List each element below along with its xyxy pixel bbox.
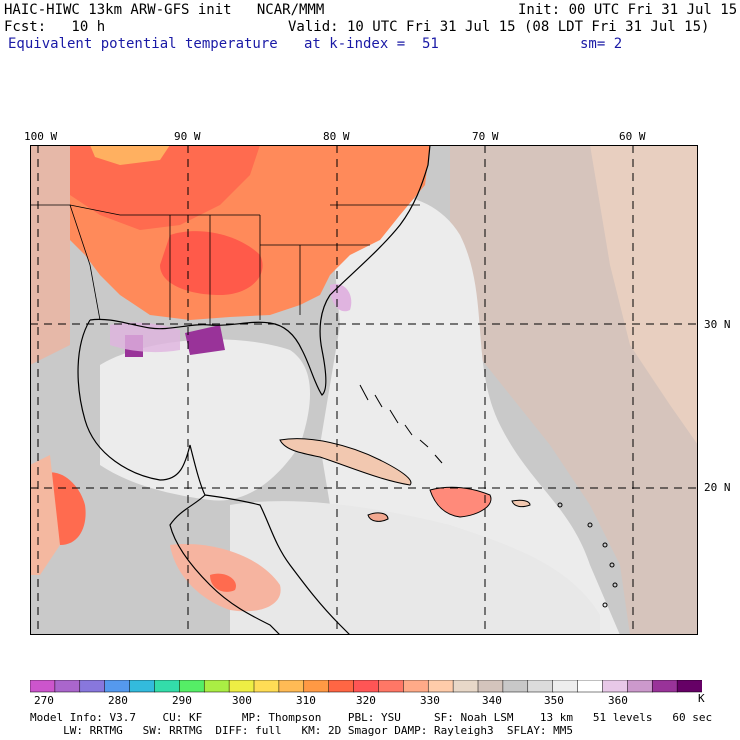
colorbar-swatch — [30, 680, 56, 693]
valid-time: Valid: 10 UTC Fri 31 Jul 15 (08 LDT Fri … — [288, 19, 710, 35]
model-title: HAIC-HIWC 13km ARW-GFS init NCAR/MMM — [4, 2, 325, 18]
lon-label-90w: 90 W — [174, 130, 201, 143]
colorbar-swatch — [228, 680, 255, 693]
colorbar-swatch — [179, 680, 205, 693]
field-name: Equivalent potential temperature — [8, 36, 278, 52]
colorbar-swatch — [502, 680, 529, 693]
jamaica-outline — [367, 512, 389, 522]
colorbar-tick-280: 280 — [108, 694, 128, 707]
mexico-coastline — [77, 319, 281, 635]
colorbar-swatch — [602, 680, 629, 693]
puerto-rico-outline — [511, 499, 531, 508]
colorbar-swatch — [378, 680, 405, 693]
central-america-coastline — [204, 494, 351, 635]
hot-region-midwest — [60, 145, 260, 230]
us-coastline — [89, 145, 431, 396]
lat-label-30n: 30 N — [704, 318, 731, 331]
colorbar-swatch — [452, 680, 479, 693]
footer-model-info: Model Info: V3.7 CU: KF MP: Thompson PBL… — [30, 711, 713, 724]
hispaniola-outline — [429, 486, 492, 518]
colorbar-tick-330: 330 — [420, 694, 440, 707]
colorbar-swatch — [328, 680, 355, 693]
us-mexico-border — [30, 204, 101, 321]
colorbar-swatch — [353, 680, 380, 693]
lon-label-70w: 70 W — [472, 130, 499, 143]
lon-label-80w: 80 W — [323, 130, 350, 143]
lilac-region-atlantic — [330, 284, 352, 312]
caribbean-light — [230, 501, 600, 635]
colorbar-swatch — [104, 680, 131, 693]
colorbar-tick-340: 340 — [482, 694, 502, 707]
colorbar-swatch — [552, 680, 579, 693]
level-index: at k-index = 51 — [304, 36, 439, 52]
cuba-outline — [279, 438, 412, 486]
init-time: Init: 00 UTC Fri 31 Jul 15 — [518, 2, 738, 18]
lat-lon-grid — [30, 145, 698, 635]
lat-label-20n: 20 N — [704, 481, 731, 494]
colorbar-swatch — [427, 680, 454, 693]
colorbar-swatch — [129, 680, 156, 693]
colorbar-swatch — [79, 680, 106, 693]
colorbar-swatch — [203, 680, 230, 693]
west-tan — [30, 145, 70, 365]
colorbar-tick-310: 310 — [296, 694, 316, 707]
peach-region-east — [590, 145, 698, 445]
colorbar-swatch — [303, 680, 330, 693]
forecast-hour: Fcst: 10 h — [4, 19, 106, 35]
state-borders — [69, 204, 420, 325]
orange-region-north — [90, 145, 170, 165]
lilac-region-gulf — [110, 322, 180, 353]
purple-spot-2 — [185, 325, 225, 355]
colorbar-tick-270: 270 — [34, 694, 54, 707]
colorbar-swatch — [253, 680, 280, 693]
colorbar-swatch — [651, 680, 678, 693]
footer-physics-info: LW: RRTMG SW: RRTMG DIFF: full KM: 2D Sm… — [30, 724, 574, 737]
lon-label-100w: 100 W — [24, 130, 58, 143]
map-frame — [30, 145, 698, 635]
bahamas — [359, 384, 443, 464]
colorbar-tick-320: 320 — [356, 694, 376, 707]
colorbar-tick-350: 350 — [544, 694, 564, 707]
colorbar-swatch — [527, 680, 554, 693]
colorbar-swatch — [278, 680, 305, 693]
smoothing-value: sm= 2 — [580, 36, 623, 52]
hot-region-south — [160, 231, 263, 295]
map-canvas — [30, 145, 698, 635]
honduras-hot — [210, 573, 236, 592]
colorbar-swatch — [54, 680, 81, 693]
colorbar-swatch — [403, 680, 429, 693]
colorbar — [30, 680, 702, 693]
colorbar-unit: K — [698, 692, 705, 705]
colorbar-tick-300: 300 — [232, 694, 252, 707]
colorbar-tick-290: 290 — [172, 694, 192, 707]
colorbar-tick-360: 360 — [608, 694, 628, 707]
colorbar-swatch — [477, 680, 504, 693]
colorbar-swatch — [154, 680, 181, 693]
colorbar-swatch — [627, 680, 653, 693]
colorbar-swatch — [676, 680, 702, 693]
colorbar-swatch — [577, 680, 604, 693]
lon-label-60w: 60 W — [619, 130, 646, 143]
lesser-antilles — [557, 502, 618, 608]
theta-e-map — [30, 145, 698, 635]
gulf-light — [100, 339, 310, 501]
